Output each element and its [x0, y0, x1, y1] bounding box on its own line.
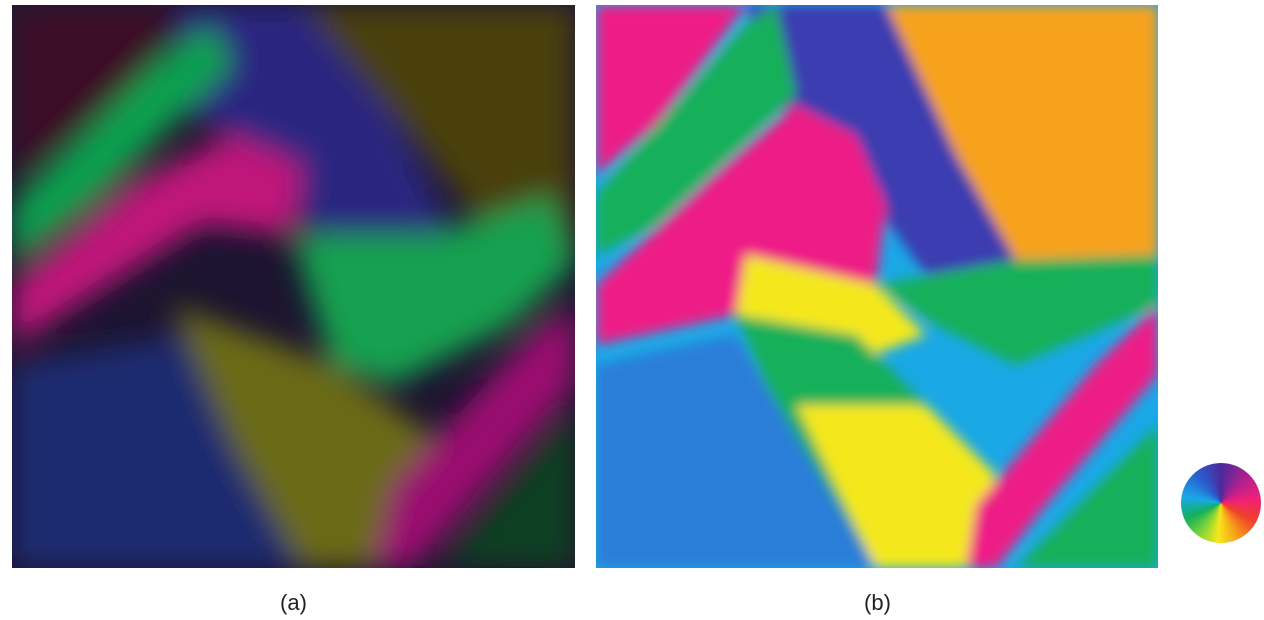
panel-b-image: [596, 5, 1158, 568]
panel-a-image: [12, 5, 575, 568]
caption: (b): [596, 590, 1159, 616]
color-wheel: [1181, 463, 1261, 543]
caption: (a): [12, 590, 575, 616]
figure: (a) (b) (() => { const data = JSON.parse…: [0, 0, 1264, 620]
